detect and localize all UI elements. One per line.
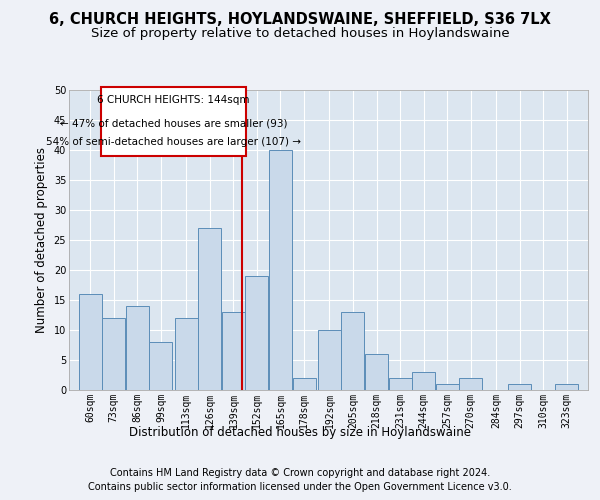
Text: 6, CHURCH HEIGHTS, HOYLANDSWAINE, SHEFFIELD, S36 7LX: 6, CHURCH HEIGHTS, HOYLANDSWAINE, SHEFFI…: [49, 12, 551, 28]
Bar: [318, 330, 341, 390]
Bar: [436, 384, 459, 390]
Bar: [175, 318, 198, 390]
Bar: [341, 312, 364, 390]
Bar: [245, 276, 268, 390]
Bar: [269, 150, 292, 390]
Bar: [293, 378, 316, 390]
FancyBboxPatch shape: [101, 87, 246, 156]
Text: Distribution of detached houses by size in Hoylandswaine: Distribution of detached houses by size …: [129, 426, 471, 439]
Bar: [149, 342, 172, 390]
Bar: [102, 318, 125, 390]
Bar: [412, 372, 435, 390]
Text: 6 CHURCH HEIGHTS: 144sqm: 6 CHURCH HEIGHTS: 144sqm: [97, 96, 250, 106]
Y-axis label: Number of detached properties: Number of detached properties: [35, 147, 48, 333]
Bar: [459, 378, 482, 390]
Bar: [198, 228, 221, 390]
Text: Size of property relative to detached houses in Hoylandswaine: Size of property relative to detached ho…: [91, 28, 509, 40]
Bar: [126, 306, 149, 390]
Text: Contains HM Land Registry data © Crown copyright and database right 2024.: Contains HM Land Registry data © Crown c…: [110, 468, 490, 477]
Bar: [222, 312, 245, 390]
Bar: [79, 294, 102, 390]
Bar: [555, 384, 578, 390]
Bar: [365, 354, 388, 390]
Bar: [508, 384, 531, 390]
Bar: [389, 378, 412, 390]
Text: ← 47% of detached houses are smaller (93): ← 47% of detached houses are smaller (93…: [60, 118, 287, 128]
Text: Contains public sector information licensed under the Open Government Licence v3: Contains public sector information licen…: [88, 482, 512, 492]
Text: 54% of semi-detached houses are larger (107) →: 54% of semi-detached houses are larger (…: [46, 136, 301, 146]
